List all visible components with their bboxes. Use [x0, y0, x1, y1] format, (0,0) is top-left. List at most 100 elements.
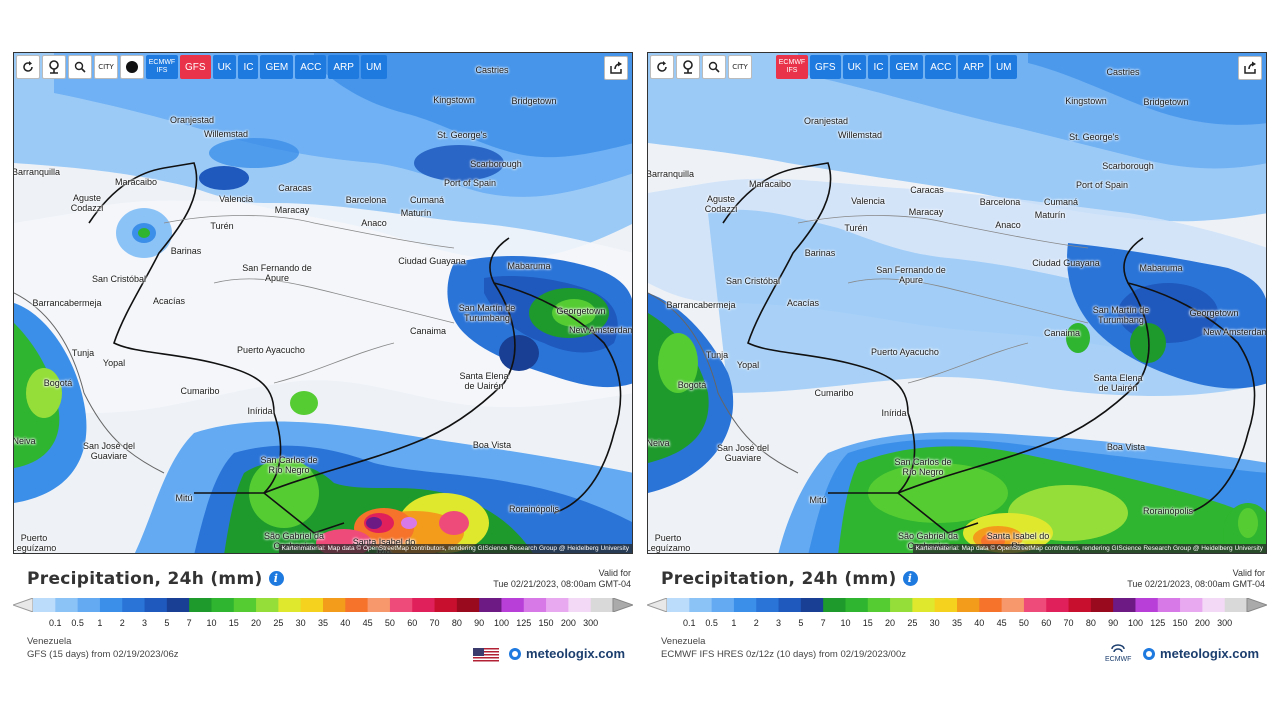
brand-logo[interactable]: meteologix.com — [1142, 646, 1259, 661]
scale-tick-label: 20 — [885, 618, 896, 628]
place-label: Georgetown — [556, 306, 606, 316]
scale-color-swatch — [1001, 598, 1025, 612]
place-label: Mabaruma — [1139, 263, 1183, 273]
scale-tick-label: 35 — [317, 618, 329, 628]
scale-tick-label: 125 — [516, 618, 532, 628]
scale-color-swatch — [189, 598, 212, 612]
model-ecmwf-ifs[interactable]: ECMWF IFS — [776, 55, 808, 79]
region-label: Venezuela — [661, 636, 706, 647]
place-label: Barranquilla — [647, 169, 695, 179]
scale-color-swatch — [1023, 598, 1047, 612]
scale-ticks: 0.1 0.5 1 2 3 5 7 10 15 20 25 30 35 40 45 50 60 70 80 90 100… — [13, 618, 633, 630]
scale-ticks: 0.1 0.5 1 2 3 5 7 10 15 20 25 30 35 40 45 50 60 70 80 90 100… — [647, 618, 1267, 630]
place-label: Aguste Codazzi — [704, 194, 738, 214]
refresh-icon[interactable] — [650, 55, 674, 79]
zoom-icon[interactable] — [702, 55, 726, 79]
location-pin-icon[interactable] — [42, 55, 66, 79]
model-uk[interactable]: UK — [212, 55, 237, 79]
place-label: St. George's — [437, 130, 487, 140]
place-label: Canaima — [1043, 328, 1081, 338]
scale-start-arrow — [13, 598, 34, 612]
scale-color-swatch — [323, 598, 346, 612]
color-scale — [647, 598, 1267, 612]
precipitation-map[interactable]: CITY ECMWF IFS GFS UK IC GEM ACC ARP UM … — [647, 52, 1267, 554]
scale-tick-label: 1 — [731, 618, 737, 628]
model-gfs[interactable]: GFS — [810, 55, 841, 79]
scale-tick-label: 300 — [583, 618, 599, 628]
zoom-icon[interactable] — [68, 55, 92, 79]
model-ic[interactable]: IC — [868, 55, 889, 79]
model-acc[interactable]: ACC — [925, 55, 957, 79]
scale-tick-label: 0.1 — [49, 618, 62, 628]
scale-color-swatch — [434, 598, 458, 612]
place-label: Caracas — [910, 185, 944, 195]
place-label: Anaco — [361, 218, 387, 228]
scale-color-swatch — [122, 598, 146, 612]
place-label: Maturín — [1034, 210, 1066, 220]
map-attribution: Kartenmaterial: Map data © OpenStreetMap… — [912, 544, 1266, 553]
scale-color-swatch — [890, 598, 913, 612]
scale-tick-label: 60 — [1041, 618, 1052, 628]
scale-color-swatch — [1090, 598, 1114, 612]
place-label: Inírida — [247, 406, 273, 416]
location-pin-icon[interactable] — [676, 55, 700, 79]
place-label: Bridgetown — [511, 96, 557, 106]
model-ecmwf-ifs[interactable]: ECMWF IFS — [146, 55, 178, 79]
scale-color-swatch — [1113, 598, 1136, 612]
place-label: Ciudad Guayana — [398, 256, 466, 266]
scale-color-swatch — [144, 598, 168, 612]
scale-tick-label: 50 — [384, 618, 395, 628]
scale-tick-label: 3 — [776, 618, 782, 628]
scale-color-swatch — [345, 598, 369, 612]
scale-color-swatch — [867, 598, 891, 612]
model-gfs[interactable]: GFS — [180, 55, 211, 79]
scale-tick-label: 80 — [1085, 618, 1096, 628]
place-label: Bogotá — [677, 380, 707, 390]
scale-color-swatch — [845, 598, 869, 612]
place-label: St. George's — [1069, 132, 1119, 142]
scale-tick-label: 2 — [753, 618, 759, 628]
scale-tick-label: 25 — [273, 618, 284, 628]
place-label: Port of Spain — [443, 178, 497, 188]
scale-tick-label: 300 — [1217, 618, 1233, 628]
scale-color-swatch — [934, 598, 958, 612]
map-background — [648, 53, 1266, 553]
model-uk[interactable]: UK — [842, 55, 867, 79]
place-label: Mabaruma — [507, 261, 551, 271]
scale-color-swatch — [689, 598, 713, 612]
city-toggle-icon[interactable]: CITY — [728, 55, 752, 79]
info-icon[interactable]: i — [902, 571, 918, 586]
place-label: Boa Vista — [472, 440, 512, 450]
share-icon[interactable] — [1238, 56, 1262, 80]
scale-tick-label: 7 — [186, 618, 192, 628]
place-label: Kingstown — [433, 95, 475, 105]
place-label: Boa Vista — [1106, 442, 1146, 452]
model-ic[interactable]: IC — [238, 55, 259, 79]
model-gem[interactable]: GEM — [260, 55, 294, 79]
place-label: Castries — [1106, 67, 1140, 77]
place-label: Bridgetown — [1143, 97, 1189, 107]
model-gem[interactable]: GEM — [890, 55, 924, 79]
refresh-icon[interactable] — [16, 55, 40, 79]
place-label: Mitú — [809, 495, 827, 505]
model-acc[interactable]: ACC — [295, 55, 327, 79]
color-scale — [13, 598, 633, 612]
model-um[interactable]: UM — [990, 55, 1017, 79]
place-label: Rorainópolis — [1142, 506, 1194, 516]
place-label: Puerto Leguízamo — [647, 533, 691, 553]
map-toolbar: CITY ECMWF IFS GFS UK IC GEM ACC ARP UM — [650, 55, 1017, 79]
model-arp[interactable]: ARP — [958, 55, 989, 79]
city-toggle-icon[interactable]: CITY — [94, 55, 118, 79]
scale-color-swatch — [1224, 598, 1248, 612]
info-icon[interactable]: i — [268, 571, 284, 586]
place-label: New Amsterdam — [1202, 327, 1267, 337]
model-arp[interactable]: ARP — [328, 55, 359, 79]
scale-color-swatch — [501, 598, 525, 612]
brand-logo[interactable]: meteologix.com — [508, 646, 625, 661]
share-icon[interactable] — [604, 56, 628, 80]
marker-dot-icon[interactable] — [120, 55, 144, 79]
model-um[interactable]: UM — [360, 55, 387, 79]
precipitation-map[interactable]: CITY ECMWF IFS GFS UK IC GEM ACC ARP UM … — [13, 52, 633, 554]
scale-tick-label: 15 — [862, 618, 873, 628]
place-label: Oranjestad — [169, 115, 215, 125]
